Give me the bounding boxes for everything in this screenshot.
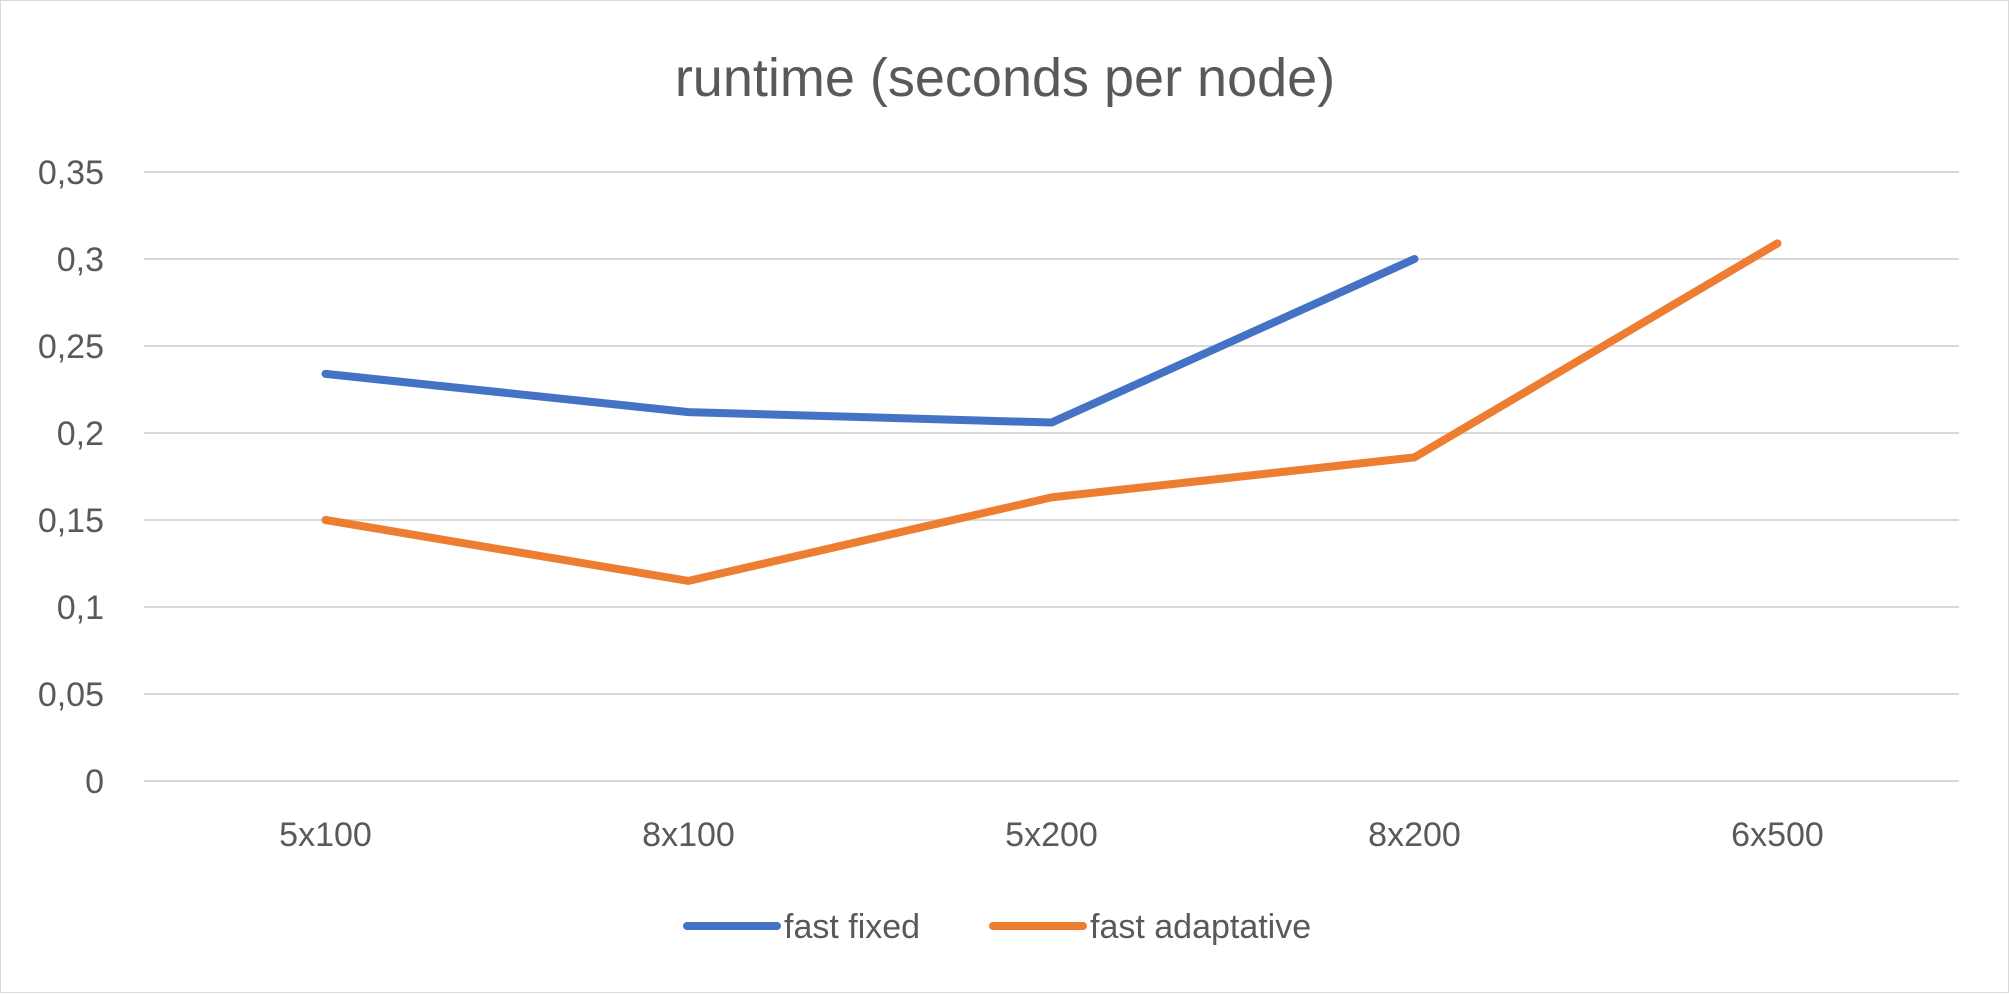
y-axis-ticks: 0 0,05 0,1 0,15 0,2 0,25 0,3 0,35 xyxy=(38,154,104,801)
y-tick-label: 0,1 xyxy=(57,589,104,627)
x-tick-label: 5x200 xyxy=(1005,816,1098,854)
x-tick-label: 8x100 xyxy=(642,816,735,854)
x-tick-label: 5x100 xyxy=(279,816,372,854)
x-tick-label: 6x500 xyxy=(1731,816,1824,854)
series-line-2 xyxy=(321,239,1782,585)
y-tick-label: 0,3 xyxy=(57,241,104,279)
legend-label-2: fast adaptative xyxy=(1090,908,1311,946)
x-axis-ticks: 5x100 8x100 5x200 8x200 6x500 xyxy=(279,816,1824,854)
y-tick-label: 0,15 xyxy=(38,502,104,540)
y-tick-label: 0,2 xyxy=(57,415,104,453)
y-tick-label: 0,25 xyxy=(38,328,104,366)
gridlines xyxy=(144,171,1959,782)
series-line-1 xyxy=(321,255,1419,427)
x-tick-label: 8x200 xyxy=(1368,816,1461,854)
chart-title: runtime (seconds per node) xyxy=(675,48,1335,108)
series-lines xyxy=(321,239,1782,585)
y-tick-label: 0,05 xyxy=(38,676,104,714)
y-tick-label: 0,35 xyxy=(38,154,104,192)
y-tick-label: 0 xyxy=(85,763,104,801)
legend: fast fixed fast adaptative xyxy=(683,908,1311,946)
legend-label-1: fast fixed xyxy=(784,908,920,946)
